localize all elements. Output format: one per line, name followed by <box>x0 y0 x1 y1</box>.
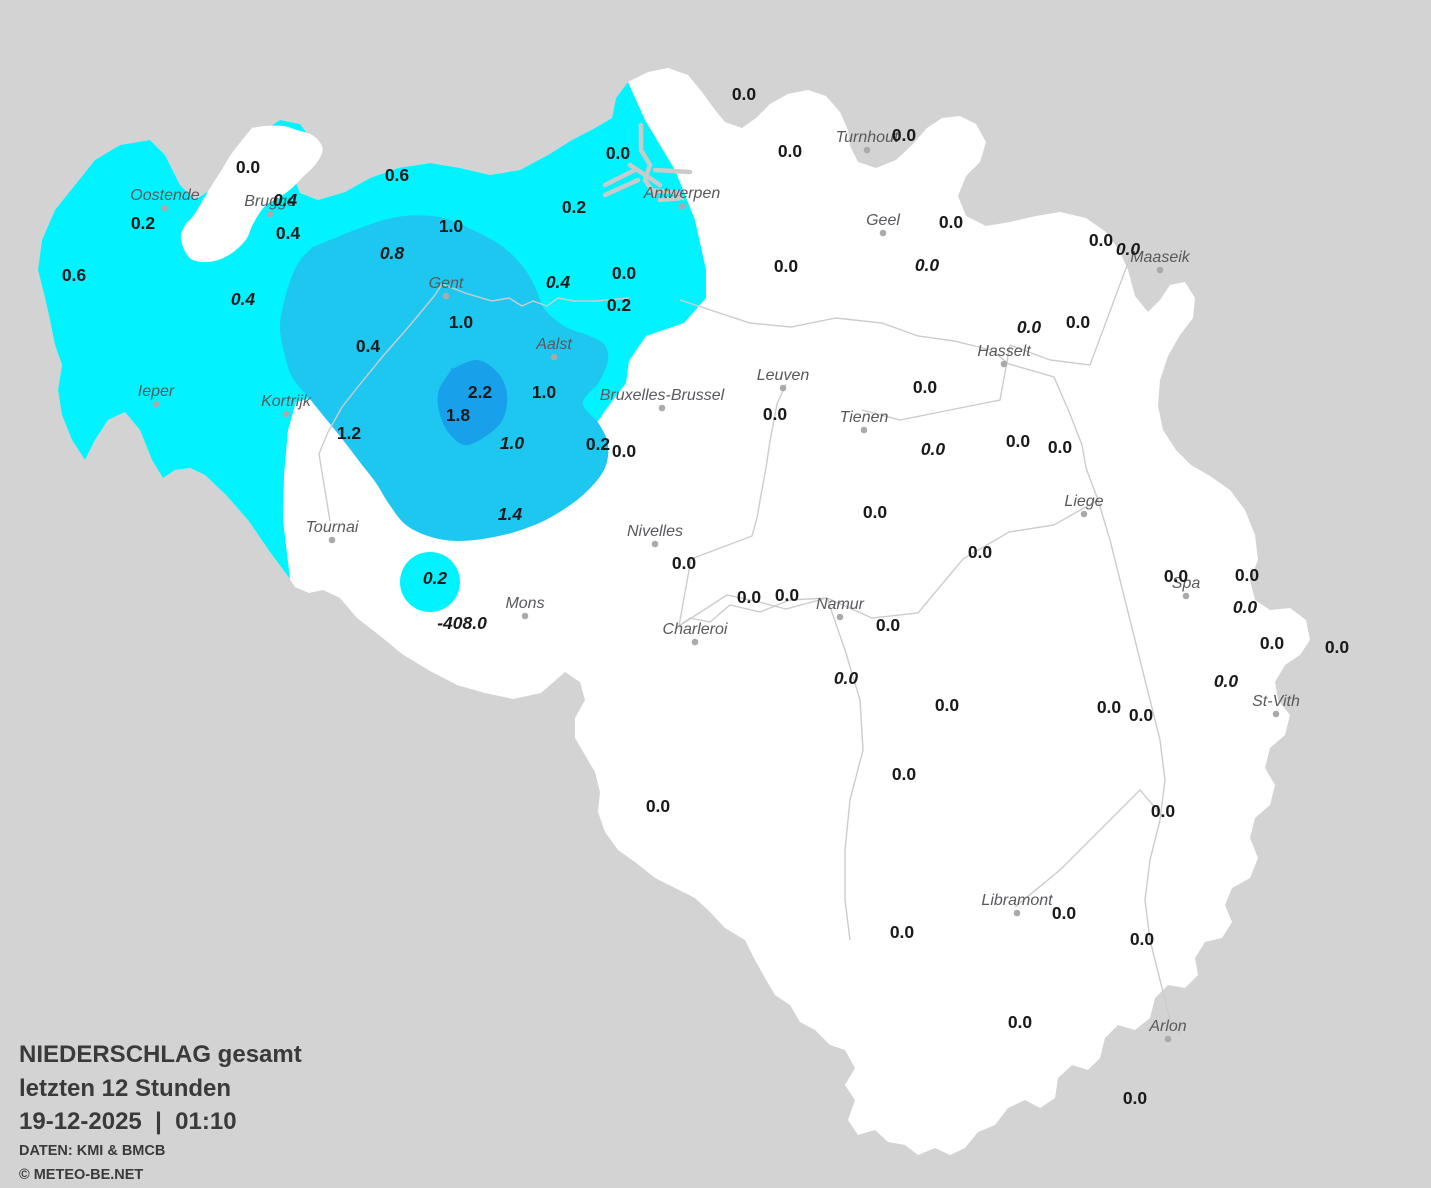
svg-text:Leuven: Leuven <box>757 367 810 384</box>
svg-text:0.0: 0.0 <box>646 796 671 816</box>
svg-text:0.0: 0.0 <box>775 585 800 605</box>
svg-text:Libramont: Libramont <box>981 892 1053 909</box>
svg-text:0.0: 0.0 <box>1017 317 1042 337</box>
svg-text:Bruxelles-Brussel: Bruxelles-Brussel <box>600 387 725 404</box>
svg-text:0.2: 0.2 <box>562 197 587 217</box>
svg-text:0.0: 0.0 <box>1233 597 1258 617</box>
svg-text:0.0: 0.0 <box>913 377 938 397</box>
svg-text:0.0: 0.0 <box>1130 929 1155 949</box>
svg-text:0.0: 0.0 <box>1260 633 1285 653</box>
svg-text:0.0: 0.0 <box>1048 437 1073 457</box>
svg-text:0.0: 0.0 <box>737 587 762 607</box>
svg-text:0.6: 0.6 <box>385 165 410 185</box>
svg-text:0.0: 0.0 <box>1006 431 1031 451</box>
svg-text:1.2: 1.2 <box>337 423 362 443</box>
svg-text:1.0: 1.0 <box>500 433 525 453</box>
svg-text:Namur: Namur <box>816 596 865 613</box>
svg-text:Tienen: Tienen <box>840 409 889 426</box>
svg-text:0.0: 0.0 <box>763 404 788 424</box>
svg-text:0.4: 0.4 <box>276 223 301 243</box>
svg-text:0.0: 0.0 <box>1066 312 1091 332</box>
svg-text:0.0: 0.0 <box>1325 637 1350 657</box>
svg-text:0.0: 0.0 <box>1235 565 1260 585</box>
svg-text:0.0: 0.0 <box>1123 1088 1148 1108</box>
svg-text:Gent: Gent <box>429 275 464 292</box>
svg-text:Kortrijk: Kortrijk <box>261 393 312 410</box>
svg-text:0.0: 0.0 <box>606 143 631 163</box>
svg-text:0.0: 0.0 <box>1116 239 1141 259</box>
svg-text:0.2: 0.2 <box>607 295 632 315</box>
svg-text:Arlon: Arlon <box>1148 1018 1186 1035</box>
svg-text:Oostende: Oostende <box>130 187 199 204</box>
svg-text:0.4: 0.4 <box>231 289 256 309</box>
svg-text:0.0: 0.0 <box>612 441 637 461</box>
svg-text:0.0: 0.0 <box>1097 697 1122 717</box>
svg-text:0.0: 0.0 <box>1008 1012 1033 1032</box>
svg-text:0.2: 0.2 <box>586 434 611 454</box>
svg-text:0.0: 0.0 <box>672 553 697 573</box>
svg-text:0.0: 0.0 <box>732 84 757 104</box>
svg-text:Charleroi: Charleroi <box>663 621 728 638</box>
svg-text:0.0: 0.0 <box>778 141 803 161</box>
svg-text:Geel: Geel <box>866 212 900 229</box>
svg-text:0.0: 0.0 <box>236 157 261 177</box>
svg-text:0.6: 0.6 <box>62 265 87 285</box>
svg-text:0.0: 0.0 <box>1052 903 1077 923</box>
svg-text:0.0: 0.0 <box>834 668 859 688</box>
svg-text:1.4: 1.4 <box>498 504 523 524</box>
svg-text:0.0: 0.0 <box>876 615 901 635</box>
svg-text:0.0: 0.0 <box>1214 671 1239 691</box>
svg-text:Liege: Liege <box>1064 493 1103 510</box>
svg-text:0.0: 0.0 <box>915 255 940 275</box>
svg-text:Nivelles: Nivelles <box>627 523 683 540</box>
svg-text:Turnhout: Turnhout <box>836 129 899 146</box>
svg-text:0.4: 0.4 <box>356 336 381 356</box>
svg-text:Mons: Mons <box>505 595 544 612</box>
svg-text:-408.0: -408.0 <box>437 613 487 633</box>
svg-text:0.0: 0.0 <box>892 764 917 784</box>
svg-text:Tournai: Tournai <box>306 519 359 536</box>
svg-text:0.4: 0.4 <box>546 272 571 292</box>
svg-text:St-Vith: St-Vith <box>1252 693 1300 710</box>
svg-text:Antwerpen: Antwerpen <box>643 185 721 202</box>
svg-text:0.0: 0.0 <box>863 502 888 522</box>
svg-text:0.0: 0.0 <box>921 439 946 459</box>
svg-text:0.0: 0.0 <box>968 542 993 562</box>
svg-text:Hasselt: Hasselt <box>977 343 1031 360</box>
svg-text:0.4: 0.4 <box>273 190 298 210</box>
svg-text:0.0: 0.0 <box>890 922 915 942</box>
svg-text:0.0: 0.0 <box>892 125 917 145</box>
svg-text:0.0: 0.0 <box>1129 705 1154 725</box>
svg-text:0.0: 0.0 <box>939 212 964 232</box>
svg-text:0.0: 0.0 <box>935 695 960 715</box>
svg-text:1.0: 1.0 <box>449 312 474 332</box>
svg-text:1.8: 1.8 <box>446 405 471 425</box>
svg-text:1.0: 1.0 <box>439 216 464 236</box>
svg-text:0.0: 0.0 <box>1164 566 1189 586</box>
svg-text:Ieper: Ieper <box>138 383 175 400</box>
svg-text:0.8: 0.8 <box>380 243 405 263</box>
svg-text:0.0: 0.0 <box>774 256 799 276</box>
svg-text:0.0: 0.0 <box>1151 801 1176 821</box>
svg-text:0.0: 0.0 <box>612 263 637 283</box>
svg-text:1.0: 1.0 <box>532 382 557 402</box>
svg-text:0.2: 0.2 <box>131 213 156 233</box>
svg-text:2.2: 2.2 <box>468 382 493 402</box>
svg-text:0.0: 0.0 <box>1089 230 1114 250</box>
svg-text:0.2: 0.2 <box>423 568 448 588</box>
svg-text:Aalst: Aalst <box>535 336 572 353</box>
